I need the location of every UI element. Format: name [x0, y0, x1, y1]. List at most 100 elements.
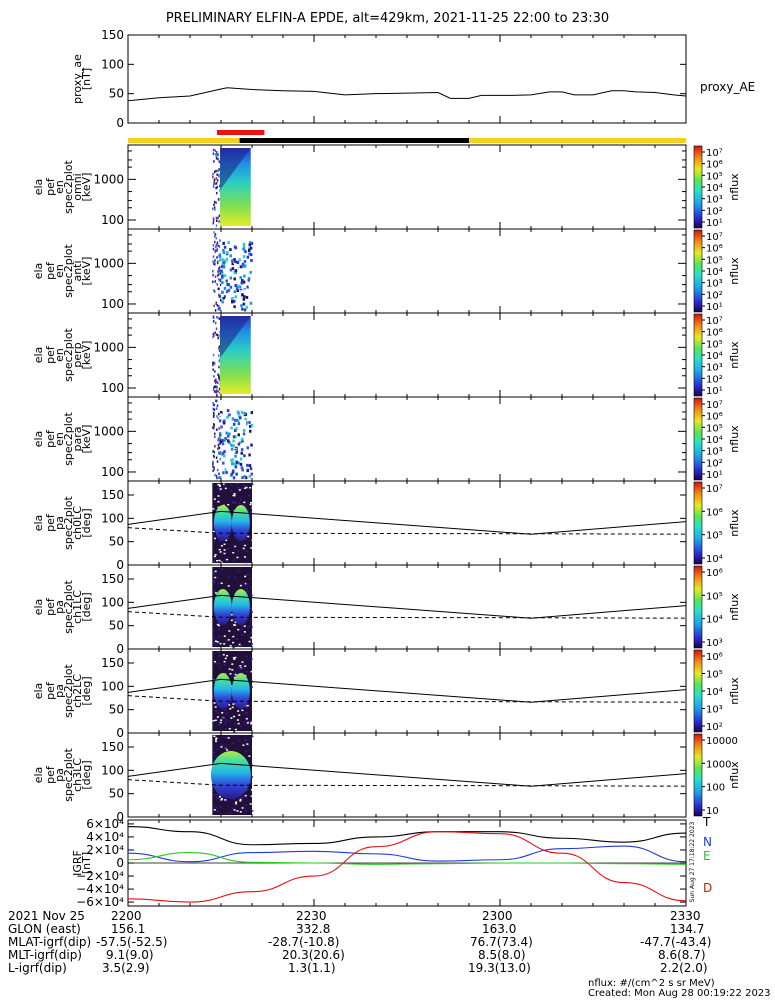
pitch-angle-speckle [223, 663, 226, 666]
pitch-angle-speckle [237, 740, 240, 742]
pitch-angle-speckle [236, 556, 239, 559]
pitch-angle-speckle [245, 588, 248, 590]
pitch-angle-speckle [243, 739, 246, 741]
lshell-value: 3.5(2.9) [102, 961, 150, 975]
anti-loss-cone-line [127, 695, 687, 703]
energy-spectrum-cell [237, 422, 241, 426]
pitch-angle-speckle [246, 722, 249, 725]
pitch-angle-speckle [217, 487, 220, 490]
spectrum-speckle [214, 331, 216, 334]
spectrum-speckle [213, 231, 215, 234]
pitch-angle-speckle [250, 636, 253, 639]
pitch-angle-speckle [245, 561, 248, 564]
colorbar-tick-label: 10⁴ [706, 615, 723, 626]
pitch-angle-speckle [218, 655, 221, 657]
pitch-angle-speckle [234, 723, 237, 726]
mlat-value: 76.7(73.4) [470, 935, 533, 949]
mlt-value: 8.6(8.7) [658, 948, 706, 962]
spectrum-speckle [215, 302, 217, 306]
spectrum-speckle [218, 245, 221, 248]
science-zone-marker [217, 130, 265, 135]
y-tick-label: −4×10⁴ [76, 882, 124, 896]
spectrum-speckle [212, 207, 214, 211]
energy-spectrum-cell [226, 426, 230, 430]
pitch-angle-speckle [226, 712, 229, 715]
pitch-angle-speckle [228, 630, 231, 632]
energy-spectrum-cell [223, 419, 226, 423]
pitch-angle-speckle [249, 514, 252, 517]
pitch-angle-speckle [242, 796, 245, 798]
y-tick-label: 0 [116, 726, 124, 740]
energy-spectrum-cell [248, 435, 251, 439]
pitch-angle-speckle [227, 737, 230, 739]
pitch-angle-speckle [244, 575, 247, 578]
pitch-angle-speckle [218, 796, 221, 798]
energy-spectrum-cell [240, 451, 244, 455]
spectrum-speckle [218, 266, 221, 269]
spectrum-speckle [219, 168, 221, 171]
energy-spectrum-cell [235, 450, 239, 454]
energy-spectrum-cell [230, 458, 233, 462]
pitch-angle-speckle [213, 540, 216, 543]
energy-spectrum-cell [235, 418, 239, 422]
pitch-angle-speckle [233, 492, 236, 495]
panel-frame-2 [127, 228, 687, 314]
energy-spectrum-cell [234, 435, 237, 439]
colorbar-label: nflux [728, 425, 741, 453]
spectrum-speckle [215, 237, 218, 240]
spectrum-speckle [212, 148, 215, 152]
y-tick-label: 50 [109, 535, 124, 549]
pitch-angle-speckle [237, 722, 240, 725]
energy-spectrum-cell [242, 255, 246, 259]
energy-spectrum-cell [228, 413, 231, 417]
pitch-angle-speckle [213, 809, 216, 811]
pitch-angle-speckle [231, 663, 234, 665]
energy-spectrum-cell [240, 245, 243, 249]
panel-frame-1 [127, 144, 687, 230]
pitch-angle-speckle [233, 676, 236, 679]
spectrum-speckle [214, 280, 217, 283]
pitch-angle-speckle [223, 543, 226, 546]
pitch-angle-speckle [215, 796, 218, 799]
energy-spectrum-cell [240, 410, 244, 414]
spectrum-speckle [216, 241, 219, 245]
pitch-angle-speckle [239, 584, 242, 587]
energy-spectrum-cell [244, 417, 247, 421]
pitch-angle-speckle [244, 810, 247, 812]
y-tick-label: 100 [101, 465, 124, 479]
pitch-angle-speckle [218, 548, 221, 551]
pitch-angle-speckle [247, 625, 250, 628]
colorbar-tick-label: 10⁶ [706, 328, 723, 339]
pitch-angle-speckle [238, 489, 241, 491]
spectrum-speckle [215, 191, 218, 195]
pitch-angle-speckle [231, 706, 234, 709]
pitch-angle-speckle [212, 508, 215, 510]
pitch-angle-speckle [225, 800, 228, 802]
energy-spectrum-cell [222, 248, 225, 252]
energy-spectrum-cell [243, 454, 246, 458]
energy-spectrum-cell [236, 284, 240, 288]
spectrum-speckle [217, 416, 219, 420]
pitch-angle-speckle [247, 535, 250, 538]
energy-spectrum-cell [238, 285, 242, 289]
pitch-angle-speckle [214, 554, 217, 556]
pitch-angle-speckle [213, 793, 216, 796]
pitch-angle-speckle [250, 620, 253, 622]
spectrum-speckle [212, 465, 214, 468]
energy-spectrum-cell [232, 439, 235, 443]
pitch-angle-speckle [236, 570, 239, 573]
y-axis-label: ela [32, 767, 45, 784]
spectrum-speckle [215, 399, 217, 403]
pitch-angle-speckle [220, 561, 223, 563]
spectrum-speckle [217, 270, 219, 273]
pitch-angle-speckle [237, 549, 240, 552]
pitch-angle-speckle [224, 799, 227, 801]
spectrum-speckle [215, 407, 218, 410]
spectrum-speckle [217, 174, 220, 177]
pitch-angle-speckle [234, 671, 237, 674]
pitch-angle-speckle [242, 547, 245, 550]
glon-value: 332.8 [296, 922, 331, 936]
energy-spectrum-cell [243, 422, 247, 426]
pitch-angle-speckle [212, 695, 215, 698]
pitch-angle-speckle [215, 748, 218, 750]
